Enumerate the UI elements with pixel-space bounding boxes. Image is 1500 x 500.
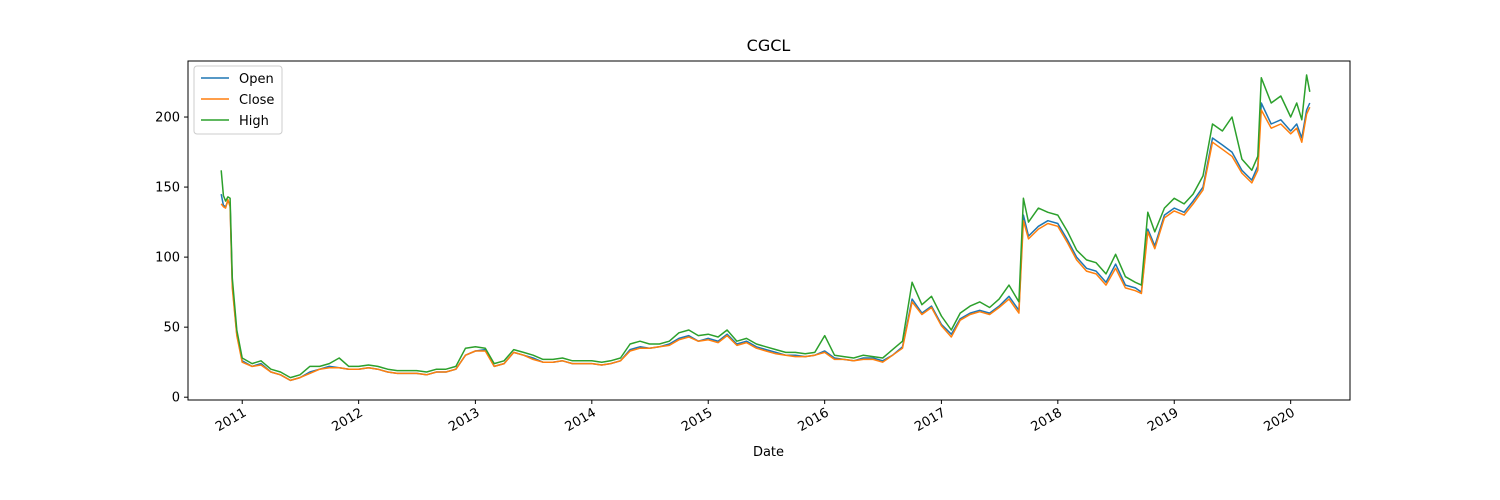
x-tick-label: 2020: [1262, 405, 1298, 435]
x-axis: 2011 2012 2013 2014 2015 2016 2017 2018 2019 2020: [213, 400, 1298, 435]
legend-label-high: High: [239, 114, 269, 129]
x-tick-label: 2012: [329, 405, 365, 435]
x-axis-title: Date: [753, 445, 784, 460]
x-tick-label: 2014: [563, 405, 599, 435]
plot-area: [220, 74, 1311, 382]
legend-label-open: Open: [239, 72, 274, 87]
legend-label-close: Close: [239, 93, 274, 108]
x-tick-label: 2013: [446, 405, 482, 435]
plot-frame: [187, 60, 1351, 401]
x-tick-label: 2017: [912, 405, 948, 435]
x-tick-label: 2018: [1029, 405, 1065, 435]
x-tick-label: 2019: [1145, 405, 1181, 435]
legend-box: [193, 65, 283, 135]
x-tick-label: 2016: [795, 405, 831, 435]
series-line-high: [220, 74, 1311, 379]
series-line-close: [220, 106, 1311, 382]
y-tick-label: 50: [163, 321, 180, 336]
y-tick-label: 100: [155, 251, 180, 266]
y-tick-label: 150: [155, 181, 180, 196]
y-axis: 0 50 100 150 200: [155, 111, 188, 406]
x-tick-label: 2015: [679, 405, 715, 435]
chart-title: CGCL: [747, 36, 791, 55]
y-tick-label: 0: [172, 391, 180, 406]
x-tick-label: 2011: [213, 405, 249, 435]
y-tick-label: 200: [155, 111, 180, 126]
legend: Open Close High: [193, 65, 283, 135]
